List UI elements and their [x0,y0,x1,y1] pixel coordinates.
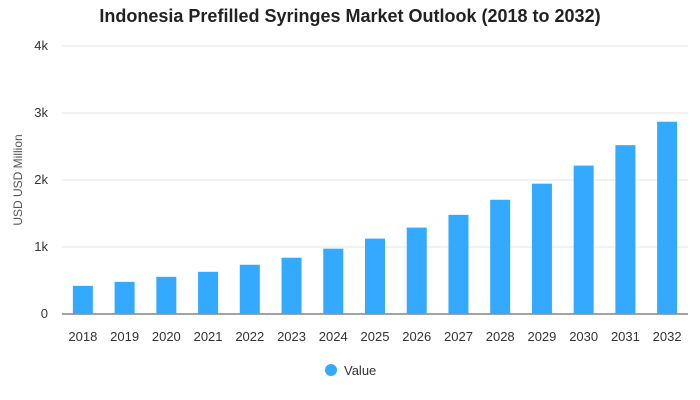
x-tick-label: 2030 [569,329,598,344]
y-tick-label: 1k [34,239,48,254]
x-tick-label: 2032 [653,329,682,344]
x-tick-label: 2023 [277,329,306,344]
y-tick-label: 4k [34,38,48,53]
y-tick-label: 3k [34,105,48,120]
x-tick-label: 2019 [110,329,139,344]
bar-2020[interactable] [156,276,177,314]
legend-label[interactable]: Value [344,363,376,378]
bar-2026[interactable] [406,227,427,314]
y-tick-label: 0 [41,306,48,321]
legend[interactable]: Value [325,363,376,378]
x-axis-ticks: 2018 2019 2020 2021 2022 2023 2024 2025 2026 2027… [68,329,681,344]
legend-marker[interactable] [325,364,337,376]
bar-2025[interactable] [365,238,385,314]
bar-2021[interactable] [198,271,219,314]
x-tick-label: 2024 [319,329,348,344]
bar-2024[interactable] [323,248,344,314]
y-axis-ticks: 0 1k 2k 3k 4k [34,38,48,321]
y-tick-label: 2k [34,172,48,187]
chart-title: Indonesia Prefilled Syringes Market Outl… [99,6,601,26]
x-tick-label: 2022 [235,329,264,344]
bar-2022[interactable] [239,264,260,314]
bars [72,121,678,315]
bar-2028[interactable] [490,199,511,314]
bar-2023[interactable] [281,257,302,314]
x-tick-label: 2027 [444,329,473,344]
bar-2029[interactable] [531,183,552,314]
bar-2031[interactable] [615,145,636,314]
x-tick-label: 2020 [152,329,181,344]
bar-2019[interactable] [114,281,135,314]
bar-2032[interactable] [657,121,678,315]
y-axis-title: USD USD Million [11,134,25,225]
x-tick-label: 2026 [402,329,431,344]
x-tick-label: 2025 [361,329,390,344]
bar-2018[interactable] [72,285,93,314]
x-tick-label: 2029 [527,329,556,344]
x-tick-label: 2021 [194,329,223,344]
bar-2030[interactable] [573,165,594,314]
x-tick-label: 2028 [486,329,515,344]
bar-2027[interactable] [448,214,469,314]
x-tick-label: 2018 [68,329,97,344]
x-tick-label: 2031 [611,329,640,344]
